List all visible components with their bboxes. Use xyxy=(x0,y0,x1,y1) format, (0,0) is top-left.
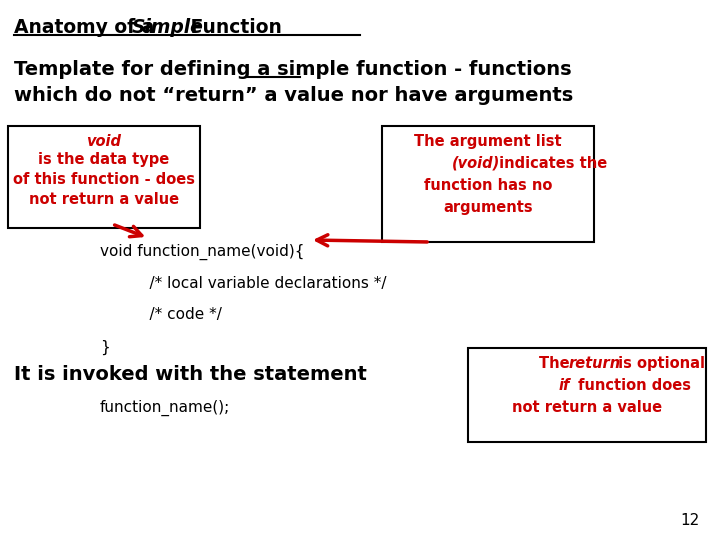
Text: is optional: is optional xyxy=(613,356,705,371)
Text: not return a value: not return a value xyxy=(512,400,662,415)
Text: /* local variable declarations */: /* local variable declarations */ xyxy=(130,276,387,291)
Text: It is invoked with the statement: It is invoked with the statement xyxy=(14,365,367,384)
Text: (void): (void) xyxy=(452,156,500,171)
Text: which do not “return” a value nor have arguments: which do not “return” a value nor have a… xyxy=(14,86,573,105)
Text: Function: Function xyxy=(184,18,282,37)
Text: not return a value: not return a value xyxy=(29,192,179,207)
Text: void: void xyxy=(86,134,122,149)
Text: The argument list: The argument list xyxy=(414,134,562,149)
Text: 12: 12 xyxy=(680,513,700,528)
Bar xyxy=(8,126,200,228)
Text: if: if xyxy=(559,378,570,393)
Text: Simple: Simple xyxy=(132,18,204,37)
Text: Anatomy of a: Anatomy of a xyxy=(14,18,161,37)
Text: Template for defining a simple function - functions: Template for defining a simple function … xyxy=(14,60,572,79)
Text: arguments: arguments xyxy=(444,200,533,215)
Text: }: } xyxy=(100,340,109,355)
Text: /* code */: /* code */ xyxy=(130,307,222,322)
Text: of this function - does: of this function - does xyxy=(13,172,195,187)
Text: indicates the: indicates the xyxy=(494,156,607,171)
Text: return: return xyxy=(569,356,621,371)
Bar xyxy=(382,126,594,242)
Text: function_name();: function_name(); xyxy=(100,400,230,416)
Bar xyxy=(468,348,706,442)
Text: function does: function does xyxy=(573,378,691,393)
Text: void function_name(void){: void function_name(void){ xyxy=(100,244,305,260)
Text: is the data type: is the data type xyxy=(38,152,170,167)
Text: function has no: function has no xyxy=(424,178,552,193)
Text: The: The xyxy=(539,356,575,371)
